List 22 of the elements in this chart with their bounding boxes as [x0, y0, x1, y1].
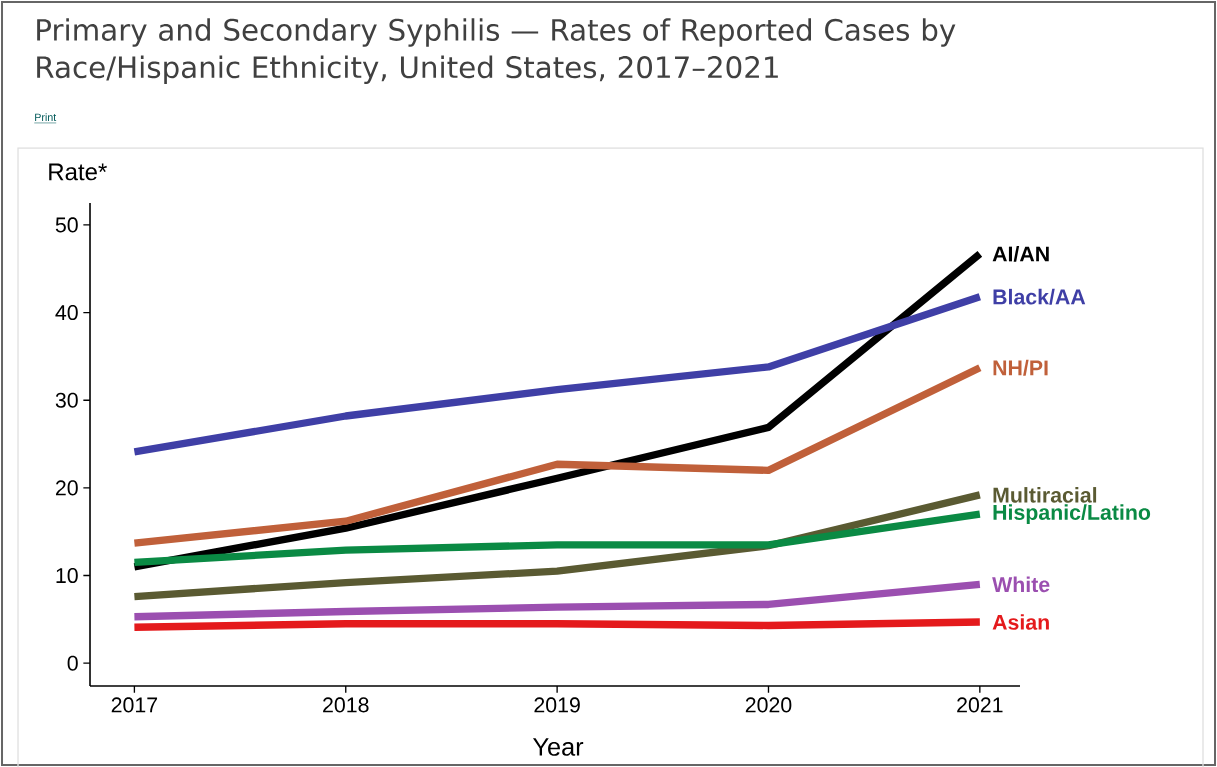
series-label: White: [992, 576, 1050, 593]
y-tick-label: 30: [55, 392, 78, 408]
y-tick-label: 0: [67, 655, 78, 671]
x-axis-title: Year: [532, 738, 584, 756]
series-label: Black/AA: [993, 288, 1086, 305]
y-tick-label: 50: [55, 217, 78, 233]
series-label: NH/PI: [993, 359, 1048, 376]
x-tick-label: 2018: [323, 697, 369, 713]
series-label: Hispanic/Latino: [993, 504, 1151, 525]
series-label: Asian: [992, 614, 1049, 630]
x-tick-label: 2017: [111, 697, 158, 713]
chart-title: Primary and Secondary Syphilis — Rates of Reported Cases by Race/Hispanic Ethnicity, United States, 2017–2021: [37, 18, 956, 84]
text: Print: [35, 113, 57, 122]
y-axis-title: Rate*: [49, 163, 107, 181]
y-tick-label: 20: [55, 480, 78, 496]
y-tick-label: 10: [56, 567, 78, 584]
series-label: Multiracial: [993, 487, 1097, 503]
y-tick-label: 40: [55, 305, 78, 321]
series-label: AI/AN: [992, 245, 1049, 262]
x-tick-label: 2019: [534, 697, 580, 713]
x-tick-label: 2020: [745, 697, 792, 713]
x-tick-label: 2021: [957, 697, 1003, 713]
